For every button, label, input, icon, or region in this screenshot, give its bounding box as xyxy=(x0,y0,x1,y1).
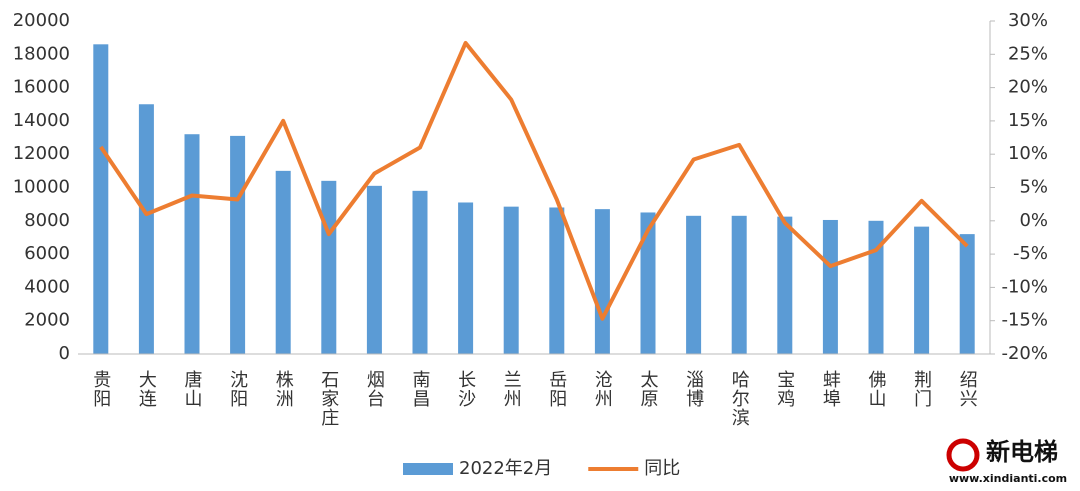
y2-tick-label: 25% xyxy=(1008,43,1048,64)
x-tick-label: 大连 xyxy=(136,370,157,408)
bar xyxy=(686,215,702,354)
y-tick-label: 18000 xyxy=(13,43,70,64)
x-tick-label: 太原 xyxy=(638,370,659,408)
y-tick-label: 16000 xyxy=(13,77,70,98)
y-tick-label: 20000 xyxy=(13,10,70,31)
bar xyxy=(777,216,793,354)
bar xyxy=(138,104,154,354)
bar xyxy=(503,206,519,354)
x-tick-label: 淄博 xyxy=(683,370,704,408)
x-tick-label: 宝鸡 xyxy=(774,370,795,408)
bar xyxy=(640,212,656,354)
y2-tick-label: -5% xyxy=(1013,243,1048,264)
y-tick-label: 14000 xyxy=(13,110,70,131)
bar xyxy=(731,215,747,354)
y2-tick-label: 20% xyxy=(1008,77,1048,98)
y2-tick-label: 15% xyxy=(1008,110,1048,131)
y-tick-label: 4000 xyxy=(24,276,70,297)
bar xyxy=(594,209,610,354)
x-tick-label: 沧州 xyxy=(592,370,613,408)
bar xyxy=(93,44,109,355)
y2-tick-label: 0% xyxy=(1019,210,1048,231)
x-tick-label: 贵阳 xyxy=(90,370,111,408)
y2-tick-label: 30% xyxy=(1008,10,1048,31)
bar xyxy=(275,170,291,354)
x-tick-label: 株洲 xyxy=(273,370,294,408)
line xyxy=(99,40,969,321)
x-tick-label: 兰州 xyxy=(501,370,522,408)
bar xyxy=(868,220,884,354)
bar xyxy=(822,219,838,354)
y-tick-label: 2000 xyxy=(24,310,70,331)
bar xyxy=(458,202,474,354)
y2-tick-label: -15% xyxy=(1001,310,1048,331)
bar xyxy=(549,207,565,354)
watermark-logo xyxy=(946,438,980,472)
x-tick-label: 石家庄 xyxy=(318,370,339,427)
bar xyxy=(914,226,930,354)
y2-tick-label: 5% xyxy=(1019,177,1048,198)
x-tick-label: 南昌 xyxy=(410,370,431,408)
y-tick-label: 0 xyxy=(59,343,70,364)
watermark-title: 新电梯 xyxy=(986,438,1058,466)
bar xyxy=(184,134,200,354)
x-tick-label: 岳阳 xyxy=(546,370,567,408)
x-tick-label: 荆门 xyxy=(911,370,932,408)
y-tick-label: 12000 xyxy=(13,143,70,164)
watermark-url: www.xindianti.com xyxy=(949,472,1067,485)
y-tick-label: 8000 xyxy=(24,210,70,231)
watermark: 新电梯 www.xindianti.com xyxy=(946,438,1067,485)
y2-tick-label: 10% xyxy=(1008,143,1048,164)
x-tick-label: 佛山 xyxy=(866,370,887,408)
y-tick-label: 6000 xyxy=(24,243,70,264)
legend-swatch xyxy=(403,463,453,475)
bar xyxy=(230,135,246,354)
x-tick-label: 长沙 xyxy=(455,370,476,408)
bar xyxy=(959,234,975,354)
x-tick-label: 哈尔滨 xyxy=(729,370,750,427)
y2-tick-label: -20% xyxy=(1001,343,1048,364)
x-tick-label: 烟台 xyxy=(364,370,385,408)
x-tick-label: 蚌埠 xyxy=(820,370,841,408)
legend-label: 2022年2月 xyxy=(459,458,552,479)
x-tick-label: 沈阳 xyxy=(227,370,248,408)
bar xyxy=(321,180,337,354)
bar xyxy=(412,190,428,354)
x-tick-label: 唐山 xyxy=(182,370,203,408)
x-tick-label: 绍兴 xyxy=(957,370,978,408)
bar xyxy=(366,185,382,354)
y2-tick-label: -10% xyxy=(1001,276,1048,297)
y-tick-label: 10000 xyxy=(13,177,70,198)
legend-label: 同比 xyxy=(644,458,680,479)
